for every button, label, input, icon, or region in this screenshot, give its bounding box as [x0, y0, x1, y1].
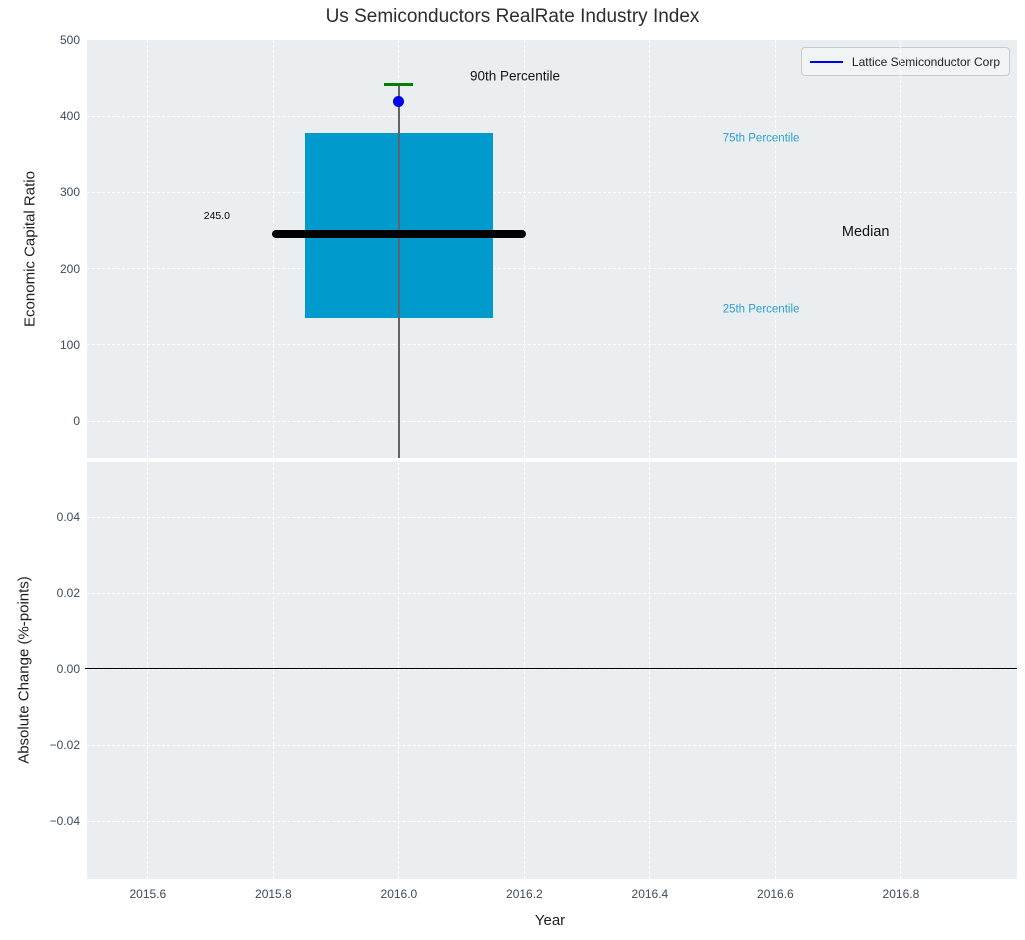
whisker-line [398, 84, 400, 458]
gridline-vertical [774, 40, 776, 458]
x-tick-label: 2016.2 [506, 887, 543, 901]
top-plot-panel: Lattice Semiconductor Corp 245.0 90th Per… [87, 40, 1017, 458]
y-tick-label: 0.04 [56, 510, 80, 525]
annotation-median: Median [841, 223, 890, 240]
gridline-vertical [147, 462, 149, 879]
gridline-vertical [523, 40, 525, 458]
gridline-horizontal [87, 744, 1017, 746]
gridline-vertical [649, 40, 651, 458]
x-tick-label: 2016.0 [380, 887, 418, 901]
gridline-horizontal [87, 668, 1017, 670]
x-tick-label: 2016.4 [631, 887, 669, 901]
y-tick-label: −0.04 [49, 814, 80, 829]
y-tick-label: 0.00 [56, 662, 80, 677]
x-axis-label: Year [534, 912, 566, 929]
annotation-75th-percentile: 75th Percentile [722, 132, 800, 145]
gridline-vertical [398, 462, 400, 879]
x-tick-label: 2015.8 [255, 887, 292, 901]
median-line [271, 230, 526, 239]
gridline-horizontal [87, 268, 1017, 270]
gridline-horizontal [87, 115, 1017, 117]
gridline-horizontal [87, 592, 1017, 594]
annotation-25th-percentile: 25th Percentile [722, 303, 800, 316]
gridline-vertical [147, 40, 149, 458]
y-tick-label: 400 [59, 109, 80, 124]
legend-label: Lattice Semiconductor Corp [851, 54, 1000, 69]
gridline-vertical [649, 462, 651, 879]
gridline-vertical [523, 462, 525, 879]
x-tick-label: 2016.6 [757, 887, 794, 901]
company-data-point [393, 96, 405, 108]
x-tick-label: 2015.6 [129, 887, 167, 901]
annotation-90th-percentile: 90th Percentile [469, 68, 560, 84]
x-tick-label: 2016.8 [882, 887, 920, 901]
y-tick-label: 0.02 [56, 586, 80, 601]
gridline-vertical [900, 40, 902, 458]
y-tick-label: 200 [59, 261, 80, 276]
gridline-horizontal [87, 191, 1017, 193]
annotation-245-0: 245.0 [203, 210, 231, 223]
gridline-horizontal [87, 820, 1017, 822]
legend: Lattice Semiconductor Corp [800, 47, 1010, 76]
gridline-horizontal [87, 344, 1017, 346]
y-tick-label: 0 [73, 414, 80, 429]
legend-line-sample [809, 60, 843, 63]
zero-line [85, 668, 1017, 670]
y-tick-label: 300 [59, 185, 80, 200]
y-tick-label: 100 [59, 337, 80, 352]
y-tick-label: 500 [59, 33, 80, 47]
gridline-vertical [774, 462, 776, 879]
gridline-vertical [900, 462, 902, 879]
gridline-vertical [272, 40, 274, 458]
gridline-horizontal [87, 516, 1017, 518]
bottom-plot-panel [85, 462, 1017, 879]
y-tick-label: −0.02 [49, 738, 80, 753]
gridline-horizontal [87, 420, 1017, 422]
p90-whisker-cap [384, 82, 414, 86]
gridline-vertical [272, 462, 274, 879]
chart-title: Us Semiconductors RealRate Industry Inde… [325, 6, 700, 27]
